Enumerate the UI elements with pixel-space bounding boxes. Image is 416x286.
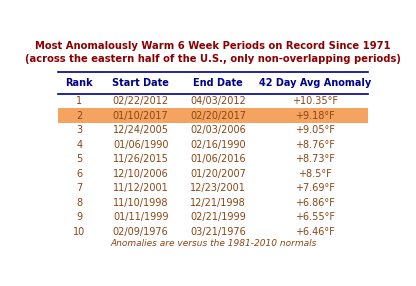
- Text: 02/22/2012: 02/22/2012: [113, 96, 169, 106]
- Bar: [58, 108, 368, 123]
- Text: End Date: End Date: [193, 78, 243, 88]
- Text: +8.73°F: +8.73°F: [295, 154, 335, 164]
- Text: +7.69°F: +7.69°F: [295, 183, 335, 193]
- Text: 1: 1: [77, 96, 82, 106]
- Text: 02/16/1990: 02/16/1990: [190, 140, 246, 150]
- Text: 12/21/1998: 12/21/1998: [190, 198, 246, 208]
- Text: Start Date: Start Date: [112, 78, 169, 88]
- Text: +8.76°F: +8.76°F: [295, 140, 335, 150]
- Text: 01/06/1990: 01/06/1990: [113, 140, 168, 150]
- Text: 2: 2: [76, 111, 82, 121]
- Text: 9: 9: [77, 212, 82, 222]
- Text: +8.5°F: +8.5°F: [298, 169, 332, 179]
- Text: Most Anomalously Warm 6 Week Periods on Record Since 1971: Most Anomalously Warm 6 Week Periods on …: [35, 41, 391, 51]
- Text: 11/12/2001: 11/12/2001: [113, 183, 168, 193]
- Text: 02/03/2006: 02/03/2006: [190, 125, 246, 135]
- Text: 42 Day Avg Anomaly: 42 Day Avg Anomaly: [259, 78, 371, 88]
- Text: 5: 5: [76, 154, 82, 164]
- Text: 02/09/1976: 02/09/1976: [113, 227, 168, 237]
- Text: 04/03/2012: 04/03/2012: [190, 96, 246, 106]
- Text: +9.05°F: +9.05°F: [295, 125, 335, 135]
- Text: 6: 6: [77, 169, 82, 179]
- Text: 11/10/1998: 11/10/1998: [113, 198, 168, 208]
- Text: Rank: Rank: [66, 78, 93, 88]
- Text: 01/06/2016: 01/06/2016: [190, 154, 246, 164]
- Text: 12/23/2001: 12/23/2001: [190, 183, 246, 193]
- Text: 11/26/2015: 11/26/2015: [113, 154, 168, 164]
- Text: 01/11/1999: 01/11/1999: [113, 212, 168, 222]
- Text: +6.46°F: +6.46°F: [295, 227, 334, 237]
- Text: 4: 4: [77, 140, 82, 150]
- Text: 8: 8: [77, 198, 82, 208]
- Text: Anomalies are versus the 1981-2010 normals: Anomalies are versus the 1981-2010 norma…: [110, 239, 317, 248]
- Text: 01/10/2017: 01/10/2017: [113, 111, 168, 121]
- Text: 02/21/1999: 02/21/1999: [190, 212, 246, 222]
- Text: +6.55°F: +6.55°F: [295, 212, 335, 222]
- Text: +6.86°F: +6.86°F: [295, 198, 334, 208]
- Text: (across the eastern half of the U.S., only non-overlapping periods): (across the eastern half of the U.S., on…: [25, 54, 401, 64]
- Text: 03/21/1976: 03/21/1976: [190, 227, 246, 237]
- Text: 7: 7: [76, 183, 82, 193]
- Text: 12/10/2006: 12/10/2006: [113, 169, 168, 179]
- Text: 02/20/2017: 02/20/2017: [190, 111, 246, 121]
- Text: 01/20/2007: 01/20/2007: [190, 169, 246, 179]
- Text: 3: 3: [77, 125, 82, 135]
- Text: +9.18°F: +9.18°F: [295, 111, 334, 121]
- Text: 10: 10: [73, 227, 86, 237]
- Text: +10.35°F: +10.35°F: [292, 96, 338, 106]
- Text: 12/24/2005: 12/24/2005: [113, 125, 168, 135]
